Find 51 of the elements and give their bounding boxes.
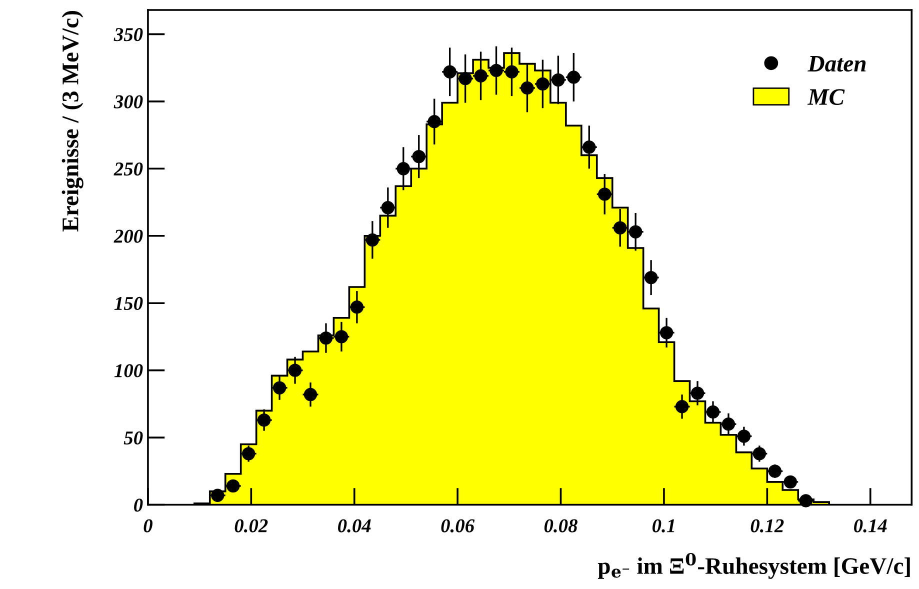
y-tick-label: 0 (134, 498, 143, 512)
point (706, 405, 720, 419)
y-tick-label: 250 (114, 162, 143, 176)
point (366, 233, 380, 247)
point (443, 65, 456, 78)
point (520, 81, 534, 95)
point (536, 77, 550, 91)
point (288, 364, 302, 377)
y-tick-label: 350 (114, 28, 143, 42)
legend-label: MC (807, 89, 845, 105)
point (350, 300, 364, 314)
point (660, 326, 674, 340)
x-tick-label: 0.12 (750, 519, 784, 532)
point (768, 464, 782, 478)
point (737, 430, 751, 443)
point (628, 225, 642, 238)
y-tick-label: 100 (114, 364, 143, 378)
point (598, 188, 612, 201)
x-tick-label: 0.14 (854, 519, 887, 532)
point (226, 479, 240, 493)
point (257, 413, 271, 427)
point (428, 115, 441, 128)
y-tick-label: 150 (114, 296, 143, 310)
x-tick-label: 0.1 (652, 519, 674, 532)
point (381, 201, 394, 214)
point (722, 418, 736, 431)
x-tick-label: 0.02 (234, 519, 268, 532)
x-axis-title: p$_{e⁻}$ im Ξ$^{0}$-Ruhesystem [GeV/c] (598, 552, 910, 579)
y-axis-title: Ereignisse / (3 MeV/c) (62, 11, 84, 232)
point (690, 386, 704, 400)
point (752, 447, 766, 460)
point (644, 270, 658, 284)
point (799, 494, 812, 508)
point (396, 162, 410, 176)
point (412, 150, 426, 164)
point (272, 381, 286, 394)
point (211, 488, 224, 502)
x-tick-label: 0.06 (441, 519, 475, 532)
x-tick-label: 0.08 (544, 519, 578, 532)
y-tick-label: 300 (114, 95, 143, 108)
x-tick-label: 0.04 (338, 519, 371, 532)
point (784, 475, 797, 489)
point (582, 140, 596, 154)
point (675, 400, 689, 414)
point (242, 447, 256, 460)
point (304, 388, 318, 402)
y-tick-label: 50 (124, 431, 143, 444)
x-tick-label: 0 (144, 519, 152, 532)
point (614, 221, 627, 234)
y-tick-label: 200 (114, 230, 143, 243)
legend-label: Daten (808, 56, 866, 72)
